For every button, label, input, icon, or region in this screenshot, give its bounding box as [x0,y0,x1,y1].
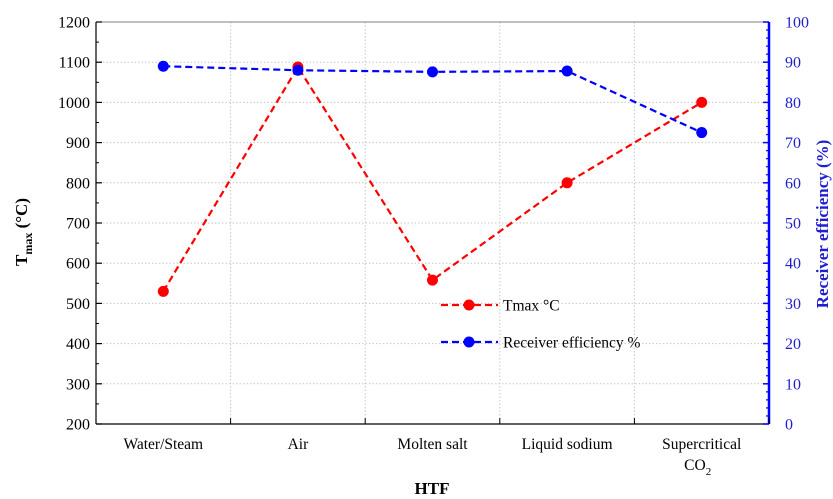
category-label: Molten salt [397,436,468,453]
category-label: Supercritical [662,436,741,453]
right-axis-title: Receiver efficiency (%) [813,140,832,309]
grid [96,22,769,424]
left-tick-label: 500 [66,296,90,313]
data-point-tmax [427,274,438,286]
left-tick-label: 300 [66,376,90,393]
x-axis-title: HTF [415,479,450,498]
left-axis-title-rest: (°C) [12,198,31,233]
right-tick-label: 80 [785,95,801,112]
legend: Tmax °C Receiver efficiency % [441,298,640,352]
category-label: Water/Steam [123,436,203,453]
series-layer [157,60,708,297]
legend-label-tmax: Tmax °C [503,298,560,315]
legend-marker-tmax [463,299,475,311]
category-label: Liquid sodium [522,436,613,453]
category-label-line2: CO2 [684,457,711,478]
category-label-line2-subscript: 2 [706,466,712,478]
left-tick-label: 1000 [58,95,90,112]
left-axis-title: Tmax (°C) [12,198,35,266]
data-point-efficiency [561,65,573,77]
series-line-tmax [162,64,703,292]
right-tick-label: 90 [785,55,801,72]
left-tick-label: 1200 [58,15,90,32]
category-label-line2-main: CO [684,457,706,474]
left-tick-label: 600 [66,256,90,273]
right-tick-label: 70 [785,135,801,152]
data-point-tmax [696,96,708,108]
data-point-tmax [561,177,573,189]
data-point-efficiency [427,66,438,78]
left-axis-title-sub: max [21,233,35,255]
data-point-tmax [157,285,169,297]
right-axis: 0 10 20 30 40 50 60 70 80 90 100 [763,15,809,434]
right-tick-label: 30 [785,296,801,313]
right-tick-label: 0 [785,417,793,434]
data-point-efficiency [292,64,304,76]
x-axis: Water/Steam Air Molten salt Liquid sodium Su… [95,418,770,478]
right-tick-label: 100 [785,15,809,32]
right-tick-label: 60 [785,175,801,192]
category-label: Air [288,436,310,453]
right-tick-label: 50 [785,216,801,233]
data-point-efficiency [696,127,708,139]
legend-marker-efficiency [463,336,475,348]
legend-label-efficiency: Receiver efficiency % [503,335,640,352]
right-tick-label: 20 [785,336,801,353]
left-tick-label: 200 [66,417,90,434]
left-tick-label: 800 [66,175,90,192]
left-axis-title-main: T [12,254,31,266]
left-tick-label: 1100 [59,55,90,72]
right-tick-label: 10 [785,376,801,393]
data-point-efficiency [157,60,169,72]
left-tick-label: 900 [66,135,90,152]
left-axis: 200 300 400 500 600 700 800 900 1000 1100 1200 [58,15,102,434]
left-tick-label: 400 [66,336,90,353]
right-tick-label: 40 [785,256,801,273]
left-tick-label: 700 [66,216,90,233]
